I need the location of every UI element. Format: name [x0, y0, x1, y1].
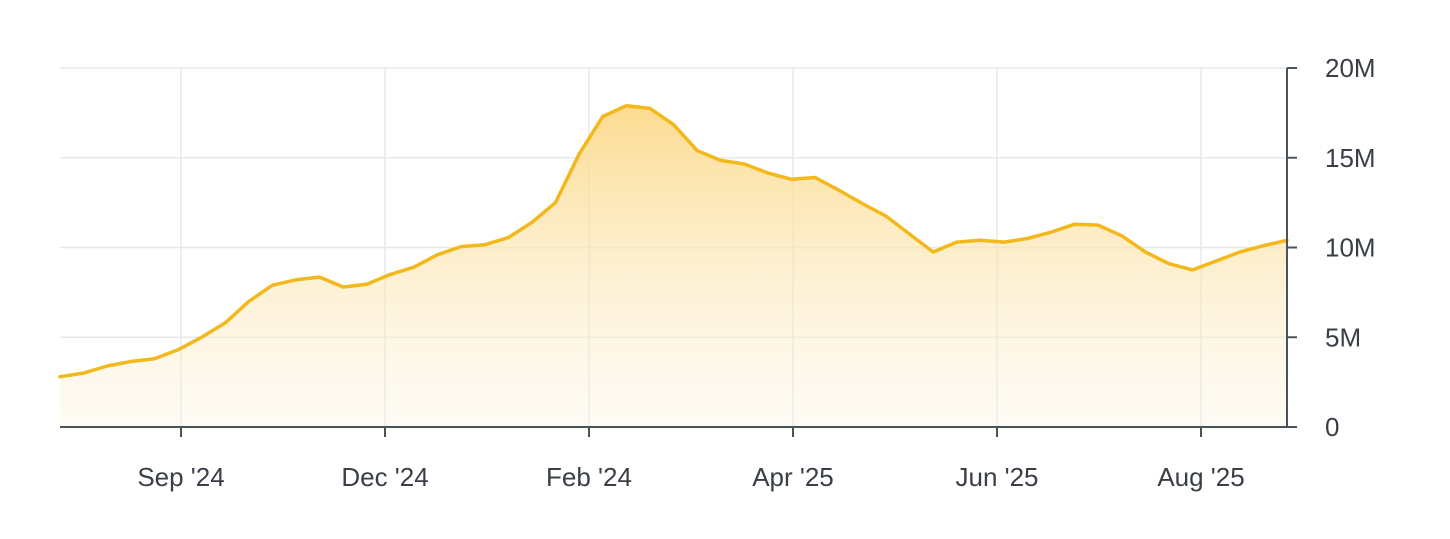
y-tick-label: 15M — [1325, 143, 1376, 173]
y-tick-label: 0 — [1325, 412, 1339, 442]
axes — [60, 67, 1297, 437]
x-tick-label: Dec '24 — [341, 462, 428, 492]
x-tick-label: Jun '25 — [955, 462, 1038, 492]
y-tick-label: 5M — [1325, 322, 1361, 352]
x-tick-labels: Sep '24 Dec '24 Feb '24 Apr '25 Jun '25 Aug '… — [137, 462, 1244, 492]
x-tick-label: Aug '25 — [1157, 462, 1244, 492]
y-tick-labels: 0 5M 10M 15M 20M — [1325, 53, 1376, 442]
x-tick-label: Sep '24 — [137, 462, 224, 492]
area-fill — [60, 105, 1287, 427]
x-tick-label: Feb '24 — [546, 462, 632, 492]
y-tick-label: 20M — [1325, 53, 1376, 83]
x-tick-label: Apr '25 — [752, 462, 834, 492]
y-tick-label: 10M — [1325, 233, 1376, 263]
series-line — [58, 103, 1289, 379]
